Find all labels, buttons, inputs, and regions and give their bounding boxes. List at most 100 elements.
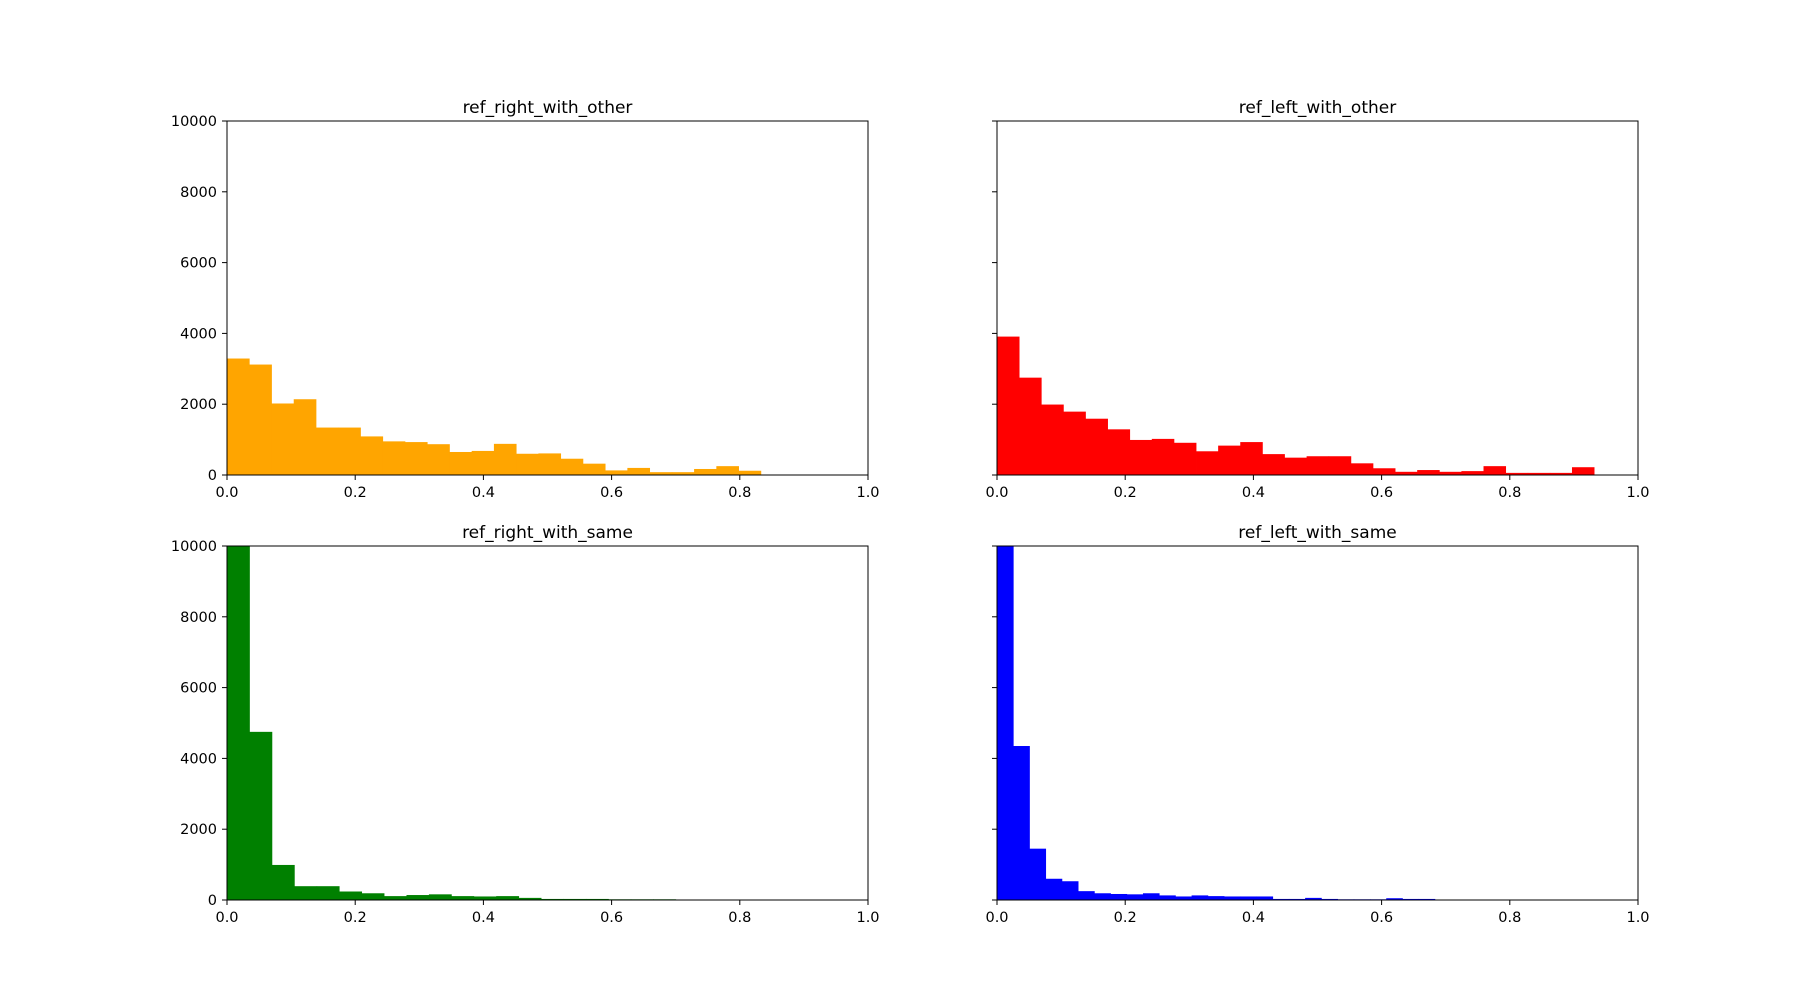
axes-frame <box>226 120 869 476</box>
histogram-bar <box>1288 898 1306 900</box>
x-tick-label: 0.2 <box>1114 910 1137 926</box>
x-tick-label: 0.2 <box>344 485 367 501</box>
histogram-bar <box>1350 463 1374 475</box>
subplot-title: ref_left_with_other <box>1239 98 1396 118</box>
histogram-bar <box>451 896 475 900</box>
histogram-bar <box>1129 439 1153 475</box>
histogram-bar <box>1151 438 1175 475</box>
y-tick-label: 2000 <box>180 397 217 413</box>
subplot-ref-left-with-other: 0.0 0.2 0.4 0.6 0.8 1.0 ref_left_with_other <box>985 98 1649 501</box>
histogram-bar <box>1224 896 1241 900</box>
histogram-bar <box>1061 881 1079 900</box>
histogram-bar <box>1461 471 1484 475</box>
histogram-bar <box>1272 898 1290 900</box>
histogram-bar <box>1063 411 1086 475</box>
histogram-bar <box>627 467 651 475</box>
x-tick-label: 0.6 <box>600 485 623 501</box>
histogram-bar <box>427 444 450 475</box>
histogram-bar <box>249 731 273 900</box>
histogram-bar <box>1175 896 1193 900</box>
histogram-bar <box>227 358 250 475</box>
histogram-bar <box>361 893 385 900</box>
histogram-bar <box>1041 404 1064 475</box>
histogram-bar <box>1142 893 1160 900</box>
x-tick-label: 1.0 <box>1626 910 1649 926</box>
histogram-bar <box>496 896 520 900</box>
y-tick-label: 10000 <box>171 114 217 130</box>
x-tick-label: 1.0 <box>856 910 879 926</box>
histogram-bar <box>1191 895 1209 900</box>
histogram-bar <box>585 898 609 900</box>
histogram-bar <box>716 466 739 475</box>
histogram-bar <box>316 886 340 900</box>
y-tick-label: 6000 <box>180 256 217 272</box>
x-tick-label: 0.0 <box>985 485 1008 501</box>
subplot-title: ref_right_with_same <box>462 523 633 543</box>
y-tick-label: 6000 <box>180 681 217 697</box>
x-tick-label: 0.8 <box>728 485 751 501</box>
x-tick-label: 0.2 <box>344 910 367 926</box>
histogram-bar <box>227 546 250 900</box>
histogram-bar <box>1527 472 1551 475</box>
histogram-bar <box>1173 442 1197 475</box>
histogram-bar <box>582 463 606 475</box>
x-tick-label: 0.8 <box>728 910 751 926</box>
x-tick-label: 0.8 <box>1498 910 1521 926</box>
subplot-title: ref_right_with_other <box>463 98 633 118</box>
histogram-bar <box>338 427 361 475</box>
histogram-bar <box>541 898 564 900</box>
histogram-bar <box>997 336 1020 475</box>
histogram-bar <box>1126 894 1144 900</box>
x-tick-label: 0.8 <box>1498 485 1521 501</box>
histogram-bar <box>404 442 428 475</box>
x-tick-label: 0.2 <box>1114 485 1137 501</box>
histogram-bar <box>1196 451 1219 475</box>
x-tick-label: 0.0 <box>215 910 238 926</box>
histogram-bar <box>1402 898 1420 900</box>
histogram-bar <box>605 470 628 475</box>
histogram-bar <box>493 443 517 475</box>
y-tick-label: 0 <box>208 468 217 484</box>
y-tick-label: 8000 <box>180 610 217 626</box>
histogram-bar <box>516 453 539 475</box>
histogram-bar <box>1013 746 1030 900</box>
x-tick-label: 0.0 <box>215 485 238 501</box>
histogram-bar <box>1094 893 1111 900</box>
histogram-bar <box>1328 456 1352 475</box>
histogram-bar <box>563 898 587 900</box>
histogram-bar <box>1284 457 1307 475</box>
histogram-bar <box>1549 472 1573 475</box>
histogram-bar <box>1386 898 1403 900</box>
histogram-bar <box>428 894 452 900</box>
histogram-bar <box>671 472 695 475</box>
histogram-bar <box>1395 471 1418 475</box>
x-tick-label: 1.0 <box>856 485 879 501</box>
axes-frame <box>996 120 1639 476</box>
subplot-ref-left-with-same: 0.0 0.2 0.4 0.6 0.8 1.0 ref_left_with_same <box>985 523 1649 926</box>
histogram-bar <box>1417 470 1440 475</box>
subplot-ref-right-with-same: 0.0 0.2 0.4 0.6 0.8 1.0 0 2000 4000 6000 8000 10000… <box>171 523 880 926</box>
histogram-bar <box>1029 848 1047 900</box>
histogram-bar <box>249 364 272 475</box>
histogram-bar <box>1107 429 1131 475</box>
histogram-bar <box>538 453 562 475</box>
histogram-bar <box>473 896 497 900</box>
histogram-bar <box>1418 898 1436 900</box>
histogram-bar <box>1110 893 1128 900</box>
histogram-bar <box>449 451 473 475</box>
histogram-bar <box>1240 896 1257 900</box>
histogram-bar <box>339 891 363 900</box>
histogram-bar <box>997 546 1014 900</box>
y-tick-label: 0 <box>208 893 217 909</box>
histogram-bar <box>1321 898 1338 900</box>
y-tick-label: 10000 <box>171 539 217 555</box>
x-tick-label: 0.6 <box>1370 910 1393 926</box>
histogram-bar <box>560 458 584 475</box>
histogram-bar <box>1085 418 1108 475</box>
x-tick-label: 0.6 <box>600 910 623 926</box>
histogram-bar <box>1207 896 1225 900</box>
histogram-bar <box>360 436 384 475</box>
histogram-bar <box>1306 456 1330 475</box>
histogram-bar <box>382 441 406 475</box>
